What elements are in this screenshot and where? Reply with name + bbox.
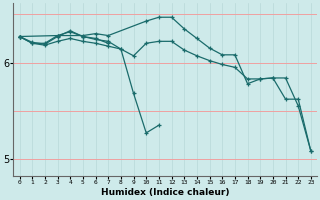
X-axis label: Humidex (Indice chaleur): Humidex (Indice chaleur) (101, 188, 229, 197)
